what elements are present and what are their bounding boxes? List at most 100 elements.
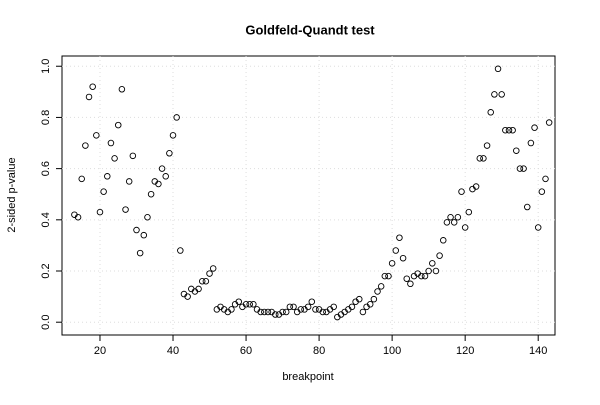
point	[498, 91, 505, 98]
point	[82, 142, 89, 149]
point	[407, 280, 414, 288]
point	[465, 208, 473, 216]
point	[392, 247, 400, 254]
point	[509, 126, 516, 134]
point	[206, 270, 213, 277]
point	[96, 208, 104, 216]
point	[450, 219, 458, 226]
point	[487, 109, 494, 116]
point	[304, 303, 312, 311]
point	[195, 285, 202, 293]
point	[359, 308, 367, 316]
point	[523, 203, 531, 211]
point	[516, 165, 524, 172]
point	[480, 155, 487, 162]
point	[440, 237, 447, 244]
point	[169, 132, 177, 139]
point	[297, 306, 305, 313]
point	[242, 301, 250, 308]
point	[505, 126, 513, 134]
point	[246, 301, 253, 308]
point	[147, 190, 155, 198]
point	[261, 308, 268, 316]
point	[250, 301, 257, 308]
point	[538, 188, 546, 195]
point	[520, 165, 527, 172]
point	[177, 247, 184, 254]
point	[133, 226, 140, 234]
point	[425, 267, 432, 275]
point	[527, 139, 535, 147]
point	[202, 277, 210, 285]
point	[129, 152, 137, 160]
point	[279, 308, 286, 316]
point	[78, 175, 85, 183]
point	[370, 295, 378, 303]
x-tick-label: 80	[313, 345, 325, 357]
point	[114, 121, 122, 129]
point	[476, 155, 484, 162]
point	[330, 303, 337, 311]
point	[418, 272, 425, 280]
x-tick-label: 100	[383, 345, 401, 357]
x-tick-label: 40	[167, 345, 179, 357]
point	[494, 65, 502, 73]
point	[377, 283, 385, 290]
y-tick-label: 0.2	[40, 263, 52, 278]
point	[513, 147, 520, 154]
point	[166, 150, 173, 157]
point	[290, 303, 297, 311]
point	[228, 306, 235, 313]
y-tick-label: 0.4	[40, 212, 52, 227]
point	[286, 303, 294, 311]
x-axis-label: breakpoint	[282, 371, 333, 383]
plot-box	[61, 55, 556, 336]
point	[429, 260, 436, 267]
point	[472, 183, 480, 190]
point	[545, 119, 553, 126]
point	[173, 114, 180, 121]
point	[198, 277, 206, 285]
point	[396, 234, 403, 241]
y-tick-label: 0.0	[40, 315, 52, 330]
point	[542, 175, 549, 183]
point	[74, 214, 82, 221]
y-tick-label: 1.0	[40, 59, 52, 74]
point	[158, 165, 166, 172]
point	[432, 267, 440, 275]
y-tick-label: 0.8	[40, 110, 52, 125]
point	[381, 272, 389, 280]
point	[356, 295, 363, 303]
point	[461, 224, 469, 231]
point	[107, 139, 115, 147]
point	[454, 214, 462, 221]
chart-title: Goldfeld-Quandt test	[245, 22, 375, 37]
point	[483, 142, 491, 149]
point	[140, 231, 148, 239]
point	[385, 272, 392, 280]
point	[534, 224, 542, 231]
point	[421, 272, 429, 280]
point	[272, 311, 279, 318]
y-axis-label: 2-sided p-value	[6, 157, 18, 232]
x-tick-label: 60	[240, 345, 252, 357]
point	[264, 308, 272, 316]
y-tick-label: 0.6	[40, 161, 52, 176]
point	[458, 188, 465, 195]
x-tick-label: 120	[456, 345, 474, 357]
point	[491, 91, 498, 98]
point	[348, 303, 356, 311]
point	[144, 214, 151, 221]
point	[447, 214, 454, 221]
point	[85, 93, 93, 101]
point	[104, 173, 111, 180]
point	[531, 124, 538, 131]
point	[162, 173, 169, 180]
point	[403, 275, 410, 282]
x-tick-label: 20	[94, 345, 106, 357]
point	[399, 254, 407, 262]
point	[308, 298, 316, 305]
point	[111, 155, 118, 162]
point	[366, 301, 374, 308]
point	[436, 252, 443, 259]
